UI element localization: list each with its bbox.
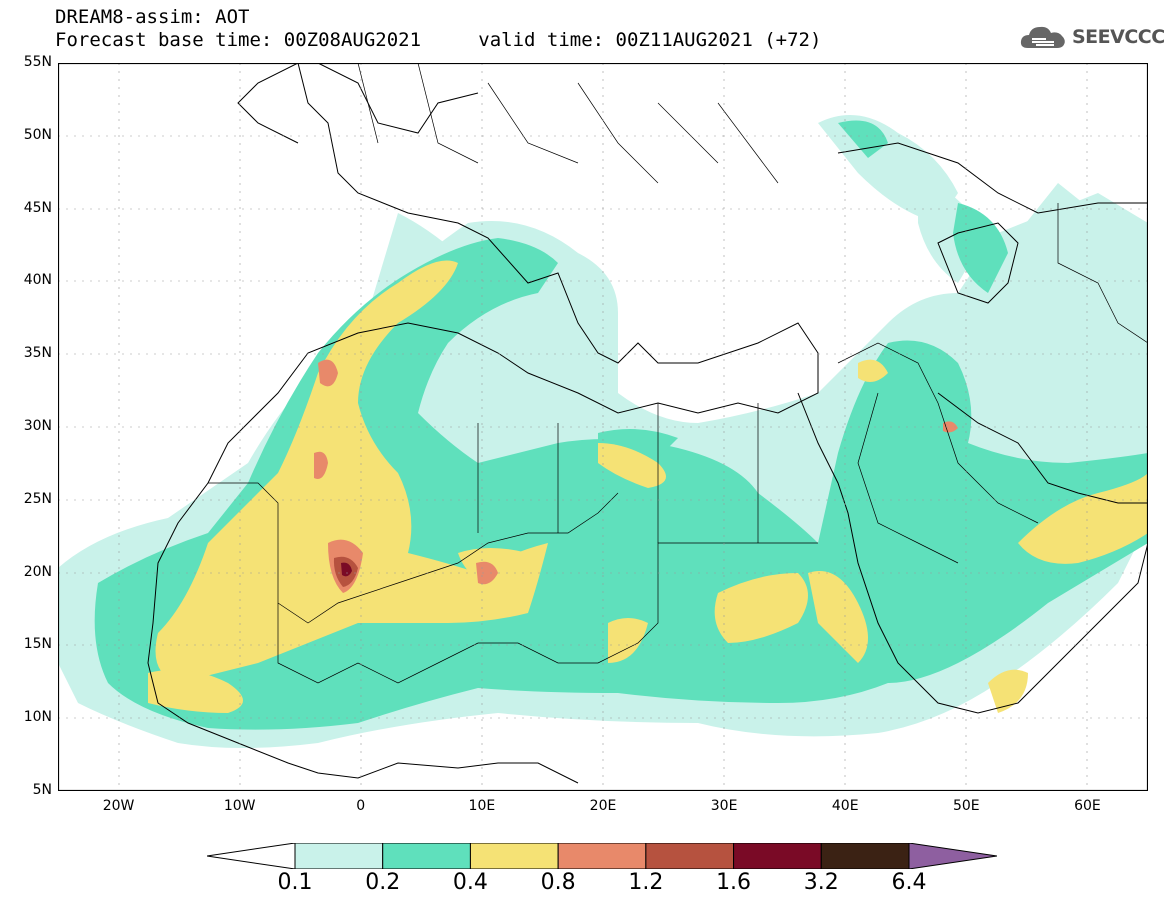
base-time: Forecast base time: 00Z08AUG2021 — [55, 29, 422, 51]
colorbar-box — [382, 843, 471, 869]
colorbar-label: 3.2 — [803, 870, 839, 895]
colorbar-label: 1.2 — [628, 870, 664, 895]
lon-label: 20E — [589, 798, 617, 814]
lon-label: 0 — [356, 798, 366, 814]
aot-level4-area — [314, 359, 958, 593]
colorbar — [207, 843, 997, 869]
lat-label: 15N — [23, 636, 52, 653]
lat-label: 5N — [32, 782, 52, 798]
lat-label: 45N — [23, 199, 52, 216]
coastlines — [147, 63, 1148, 784]
lon-label: 10W — [223, 798, 256, 814]
seevccc-logo: SEEVCCC — [1018, 22, 1165, 52]
colorbar-box — [557, 843, 647, 869]
lat-label: 40N — [23, 272, 52, 289]
cloud-icon — [1020, 26, 1065, 48]
colorbar-label: 0.4 — [452, 870, 488, 895]
gridlines — [58, 63, 1148, 791]
lat-label: 20N — [23, 563, 52, 580]
lon-label: 30E — [710, 798, 738, 814]
lat-label: 25N — [23, 490, 52, 507]
lat-label: 50N — [23, 126, 52, 143]
lat-label: 10N — [23, 709, 52, 726]
colorbar-label: 1.6 — [716, 870, 752, 895]
colorbar-box — [469, 843, 559, 869]
lon-label: 10E — [468, 798, 496, 814]
logo-text: SEEVCCC — [1072, 26, 1165, 48]
colorbar-box — [820, 843, 910, 869]
colorbar-label: 0.8 — [540, 870, 576, 895]
lat-label: 35N — [23, 345, 52, 362]
lat-label: 30N — [23, 418, 52, 434]
colorbar-under-arrow — [207, 843, 296, 869]
time-line: Forecast base time: 00Z08AUG2021 valid t… — [55, 29, 821, 52]
country-borders — [208, 63, 1148, 684]
colorbar-box — [294, 843, 384, 869]
colorbar-over-arrow — [908, 843, 997, 869]
colorbar-box — [733, 843, 822, 869]
lon-label: 20W — [102, 798, 135, 814]
valid-time: valid time: 00Z11AUG2021 (+72) — [478, 29, 822, 51]
title-block: DREAM8-assim: AOT Forecast base time: 00… — [55, 6, 821, 52]
aot-level6-area — [341, 562, 352, 577]
lon-label: 50E — [952, 798, 980, 814]
colorbar-label: 0.2 — [365, 870, 401, 895]
aot-map — [58, 63, 1148, 791]
aot-level3-area — [148, 260, 1148, 713]
colorbar-label: 6.4 — [891, 870, 927, 895]
lon-label: 60E — [1074, 798, 1101, 814]
colorbar-label: 0.1 — [277, 870, 313, 895]
colorbar-box — [645, 843, 735, 869]
lon-label: 40E — [831, 798, 859, 814]
lat-label: 55N — [23, 54, 52, 70]
product-title: DREAM8-assim: AOT — [55, 6, 250, 28]
map-border — [58, 63, 1148, 791]
